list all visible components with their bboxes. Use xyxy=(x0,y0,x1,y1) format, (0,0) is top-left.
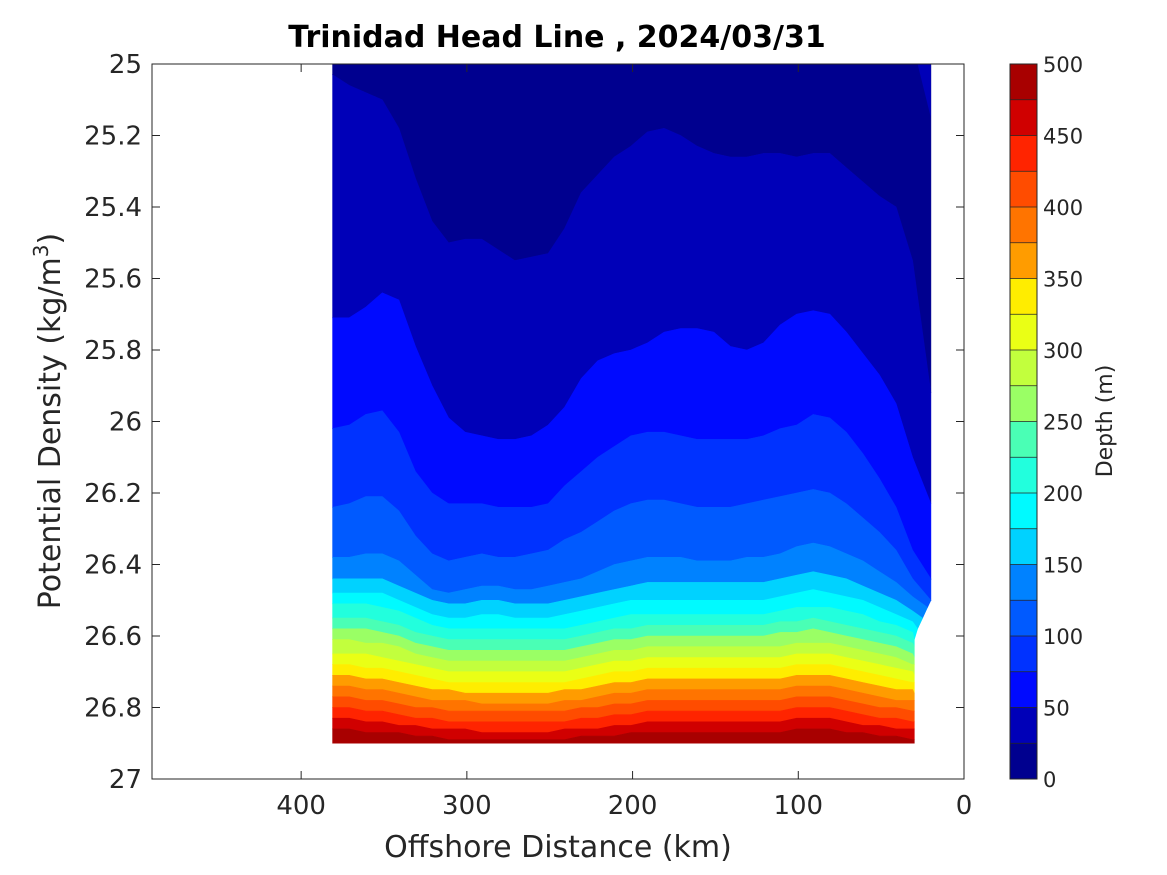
y-tick-label: 27 xyxy=(109,765,142,795)
x-axis-label: Offshore Distance (km) xyxy=(384,830,732,865)
colorbar-swatch xyxy=(1010,636,1037,672)
colorbar: 0 50 100 150 200 250 300 350 400 450 500 xyxy=(1009,53,1083,792)
contour-band xyxy=(332,728,915,744)
colorbar-tick-label: 500 xyxy=(1043,53,1083,77)
y-tick-label: 25.8 xyxy=(84,336,142,366)
y-tick-label: 26.6 xyxy=(84,622,142,652)
colorbar-tick-label: 350 xyxy=(1043,268,1083,292)
colorbar-swatch xyxy=(1010,528,1037,565)
colorbar-frame xyxy=(1009,63,1038,780)
y-tick-label: 25 xyxy=(109,50,142,80)
colorbar-swatch xyxy=(1010,385,1037,422)
colorbar-tick-label: 50 xyxy=(1043,697,1070,721)
x-tick-label: 100 xyxy=(773,791,823,821)
contour-fills xyxy=(332,64,932,744)
colorbar-swatch xyxy=(1010,564,1037,601)
chart-title: Trinidad Head Line , 2024/03/31 xyxy=(288,20,825,55)
y-axis-label: Potential Density (kg/m3) xyxy=(29,233,68,609)
y-axis: 25 25.2 25.4 25.6 25.8 26 26.2 26.4 26.6 26.8 27 xyxy=(84,50,964,795)
colorbar-label: Depth (m) xyxy=(1093,365,1118,478)
colorbar-tick-label: 150 xyxy=(1043,554,1083,578)
colorbar-tick-label: 300 xyxy=(1043,339,1083,363)
y-tick-label: 26.2 xyxy=(84,479,142,509)
colorbar-swatch xyxy=(1010,350,1037,386)
colorbar-swatch xyxy=(1010,207,1037,243)
y-tick-label: 25.6 xyxy=(84,265,142,295)
colorbar-swatch xyxy=(1010,457,1037,493)
x-tick-label: 300 xyxy=(442,791,492,821)
colorbar-swatch xyxy=(1010,671,1037,708)
y-tick-label: 26 xyxy=(109,408,142,438)
colorbar-swatch xyxy=(1010,242,1037,279)
colorbar-swatch xyxy=(1010,493,1037,529)
y-tick-label: 25.2 xyxy=(84,122,142,152)
y-tick-label: 26.4 xyxy=(84,551,142,581)
contour-band-nearshore xyxy=(917,64,931,118)
colorbar-tick-label: 0 xyxy=(1043,768,1056,792)
y-axis-label-main: Potential Density (kg/m xyxy=(33,257,68,609)
y-tick-label: 25.4 xyxy=(84,193,142,223)
y-axis-label-superscript: 3 xyxy=(29,244,53,257)
colorbar-swatch xyxy=(1010,99,1037,136)
colorbar-swatch xyxy=(1010,171,1037,207)
y-tick-label: 26.8 xyxy=(84,694,142,724)
y-axis-label-close: ) xyxy=(33,233,68,245)
colorbar-tick-label: 200 xyxy=(1043,482,1083,506)
colorbar-tick-label: 400 xyxy=(1043,196,1083,220)
colorbar-swatch xyxy=(1010,600,1037,636)
colorbar-swatch xyxy=(1010,278,1037,315)
colorbar-tick-label: 250 xyxy=(1043,411,1083,435)
colorbar-swatch xyxy=(1010,421,1037,458)
x-axis: 400 300 200 100 0 xyxy=(276,64,972,821)
colorbar-tick-label: 100 xyxy=(1043,625,1083,649)
colorbar-swatch xyxy=(1010,64,1037,100)
x-tick-label: 200 xyxy=(608,791,658,821)
colorbar-swatch xyxy=(1010,707,1037,744)
colorbar-swatch xyxy=(1010,314,1037,350)
colorbar-tick-label: 450 xyxy=(1043,125,1083,149)
colorbar-swatch xyxy=(1010,135,1037,172)
x-tick-label: 0 xyxy=(956,791,973,821)
colorbar-swatch xyxy=(1010,743,1037,779)
x-tick-label: 400 xyxy=(276,791,326,821)
